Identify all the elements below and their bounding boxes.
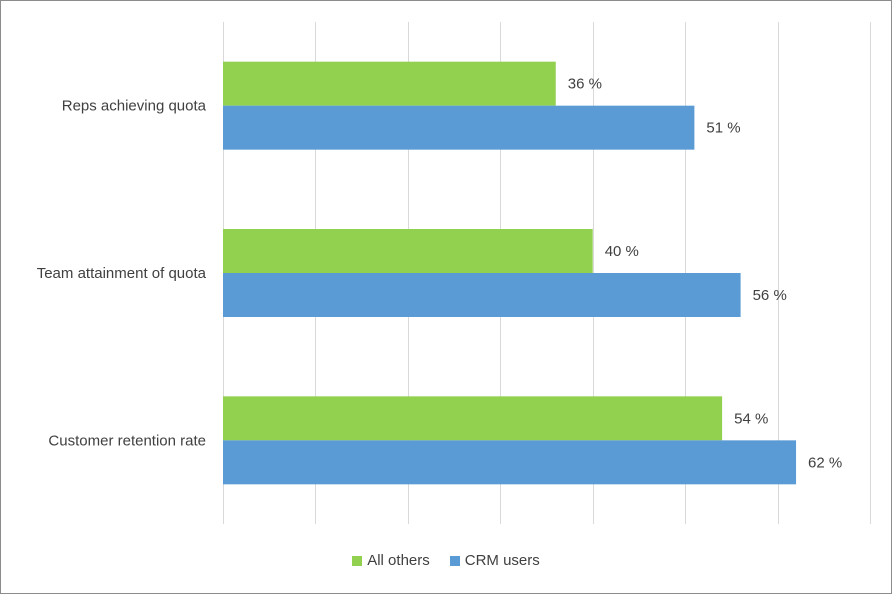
chart-legend: All others CRM users	[0, 552, 892, 569]
bar-crm-users	[223, 440, 797, 485]
legend-item-all-others: All others	[352, 552, 430, 569]
bar-all-others	[223, 61, 556, 106]
legend-item-crm-users: CRM users	[449, 552, 540, 569]
data-label: 56 %	[753, 287, 787, 304]
legend-swatch-crm-users	[449, 555, 460, 566]
bar-crm-users	[223, 105, 695, 150]
legend-swatch-all-others	[352, 555, 363, 566]
legend-label-all-others: All others	[367, 552, 430, 569]
bar-all-others	[223, 396, 723, 441]
bar-all-others	[223, 229, 593, 273]
data-label: 54 %	[734, 410, 768, 427]
legend-label-crm-users: CRM users	[464, 552, 540, 569]
data-label: 36 %	[568, 76, 602, 93]
category-label: Customer retention rate	[48, 432, 206, 449]
data-label: 51 %	[706, 120, 740, 137]
category-label: Reps achieving quota	[62, 98, 207, 115]
bar-crm-users	[223, 273, 741, 317]
data-label: 62 %	[808, 454, 842, 471]
data-label: 40 %	[605, 243, 639, 260]
category-label: Team attainment of quota	[37, 265, 207, 282]
